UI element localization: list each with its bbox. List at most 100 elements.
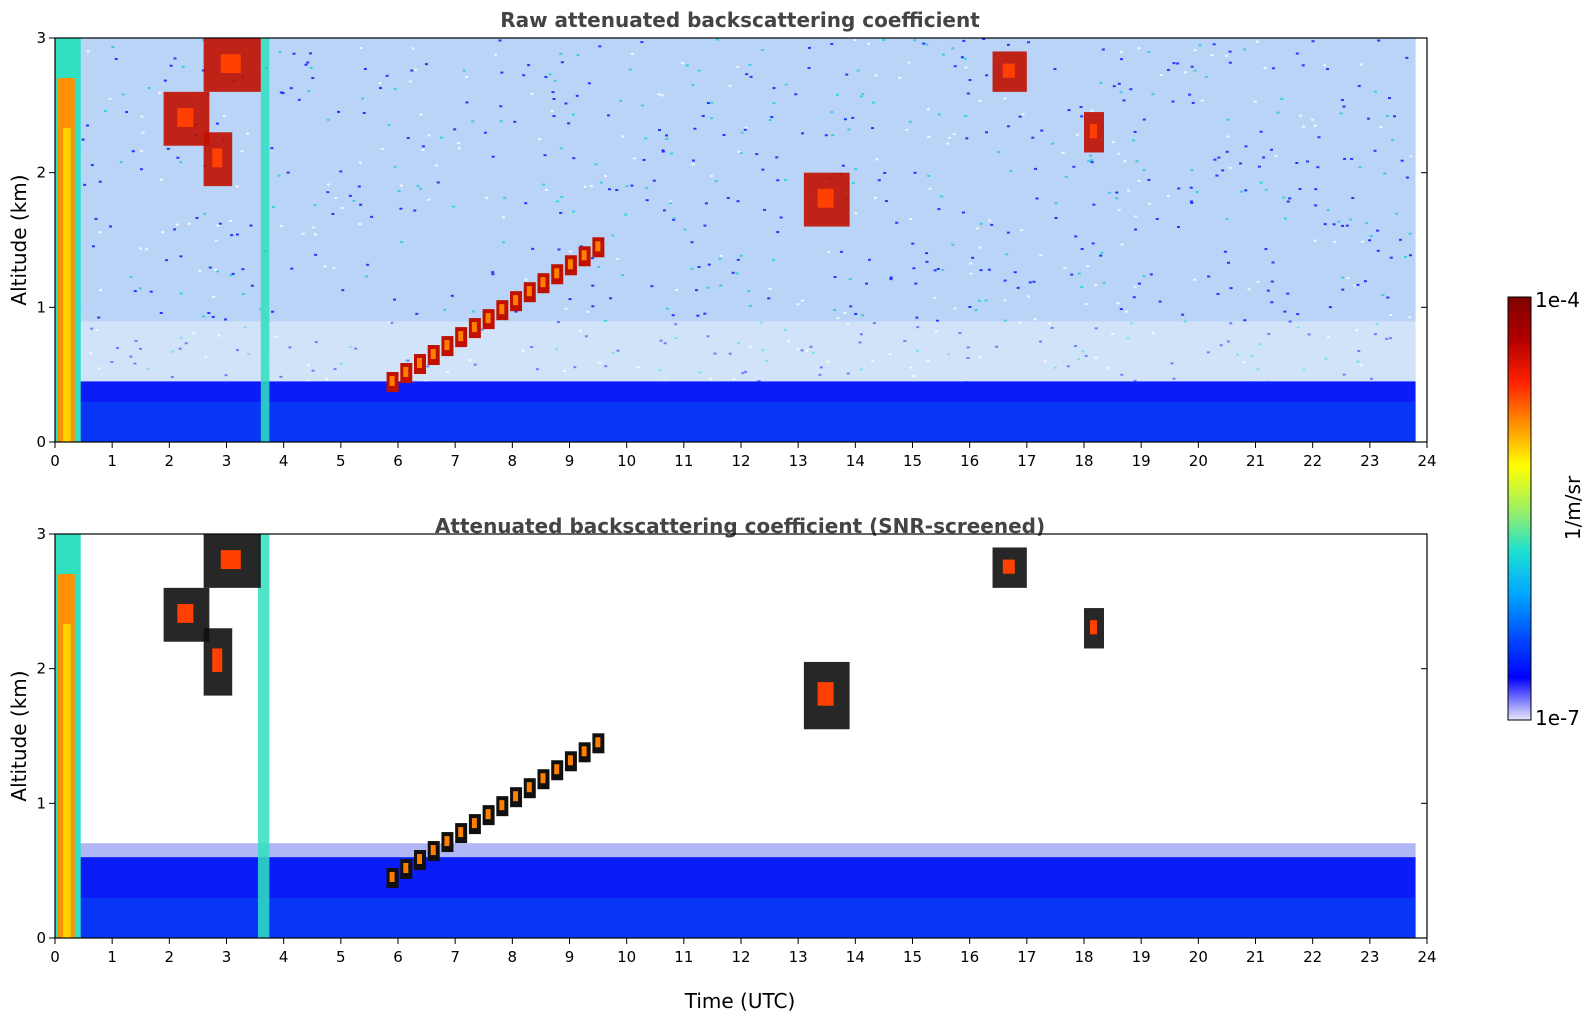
noise-speckle [348,194,352,197]
noise-speckle [760,49,764,52]
noise-speckle [1259,130,1263,133]
noise-speckle [591,284,595,287]
noise-speckle [542,183,546,186]
noise-speckle [784,83,788,86]
noise-speckle [1048,322,1052,325]
noise-speckle [1142,169,1146,172]
noise-speckle [95,328,99,331]
noise-speckle [1253,100,1257,103]
noise-speckle [365,275,369,278]
noise-speckle [597,265,601,268]
noise-speckle [535,368,539,371]
noise-speckle [1126,189,1130,192]
x-tick-label: 1 [107,452,117,470]
y-axis-label: Altitude (km) [7,174,31,305]
x-tick-label: 8 [508,948,518,966]
noise-speckle [599,181,603,184]
noise-speckle [661,149,665,152]
noise-speckle [925,43,929,46]
noise-speckle [1298,114,1302,117]
noise-speckle [166,147,170,150]
noise-speckle [898,76,902,79]
noise-speckle [1225,217,1229,220]
noise-speckle [1259,181,1263,184]
colorbar-unit-label: 1/m/sr [1561,475,1585,540]
noise-speckle [435,164,439,167]
noise-speckle [604,319,608,322]
noise-speckle [589,185,593,188]
feature-cloud-blob-core [417,358,423,369]
noise-speckle [560,196,564,199]
feature-cloud-blob-core [430,845,436,856]
noise-speckle [83,183,87,186]
noise-speckle [104,110,108,113]
noise-speckle [1116,302,1120,305]
noise-speckle [1039,340,1043,343]
noise-speckle [662,209,666,212]
noise-speckle [399,184,403,187]
noise-speckle [390,321,394,324]
noise-speckle [652,179,656,182]
colorbar: 1e-4 1e-7 1/m/sr [1507,288,1585,730]
noise-speckle [1183,320,1187,323]
x-tick-label: 17 [1017,948,1036,966]
feature-cloud-blob-core [430,349,436,360]
noise-speckle [1117,209,1121,212]
noise-speckle [393,88,397,91]
noise-speckle [307,89,311,92]
noise-speckle [1009,170,1013,173]
noise-speckle [833,275,837,278]
noise-speckle [413,209,417,212]
noise-speckle [739,151,743,154]
noise-speckle [1195,190,1199,193]
noise-speckle [246,132,250,135]
noise-speckle [903,339,907,342]
noise-speckle [620,274,624,277]
noise-speckle [697,69,701,72]
noise-speckle [1228,61,1232,64]
noise-fade [55,321,1416,382]
noise-speckle [877,179,881,182]
noise-speckle [555,348,559,351]
noise-speckle [926,359,930,362]
noise-speckle [719,284,723,287]
noise-speckle [169,64,173,67]
noise-speckle [1267,332,1271,335]
y-tick-label: 0 [36,929,46,947]
noise-speckle [710,175,714,178]
noise-speckle [491,271,495,274]
noise-speckle [736,65,740,68]
noise-speckle [1302,368,1306,371]
noise-speckle [1117,152,1121,155]
noise-speckle [731,271,735,274]
noise-speckle [1226,340,1230,343]
noise-speckle [1377,39,1381,42]
noise-speckle [572,157,576,160]
noise-speckle [503,196,507,199]
noise-speckle [1266,289,1270,292]
noise-speckle [908,120,912,123]
noise-speckle [598,361,602,364]
noise-speckle [657,93,661,96]
noise-speckle [354,347,358,350]
noise-speckle [818,373,822,376]
noise-speckle [530,92,534,95]
colorbar-gradient [1507,296,1532,721]
noise-speckle [843,311,847,314]
y-tick-label: 0 [36,433,46,451]
noise-speckle [270,147,274,150]
panel-raw: Raw attenuated backscattering coefficien… [7,8,1437,470]
noise-speckle [728,352,732,355]
noise-speckle [1229,287,1233,290]
noise-speckle [408,80,412,83]
noise-speckle [1074,235,1078,238]
noise-speckle [650,285,654,288]
noise-speckle [1018,321,1022,324]
noise-speckle [1247,288,1251,291]
noise-speckle [833,309,837,312]
noise-speckle [1385,337,1389,340]
feature-low-cloud-core [63,624,71,938]
noise-speckle [81,138,85,141]
noise-speckle [560,61,564,64]
heatmap-raw [55,38,1416,442]
